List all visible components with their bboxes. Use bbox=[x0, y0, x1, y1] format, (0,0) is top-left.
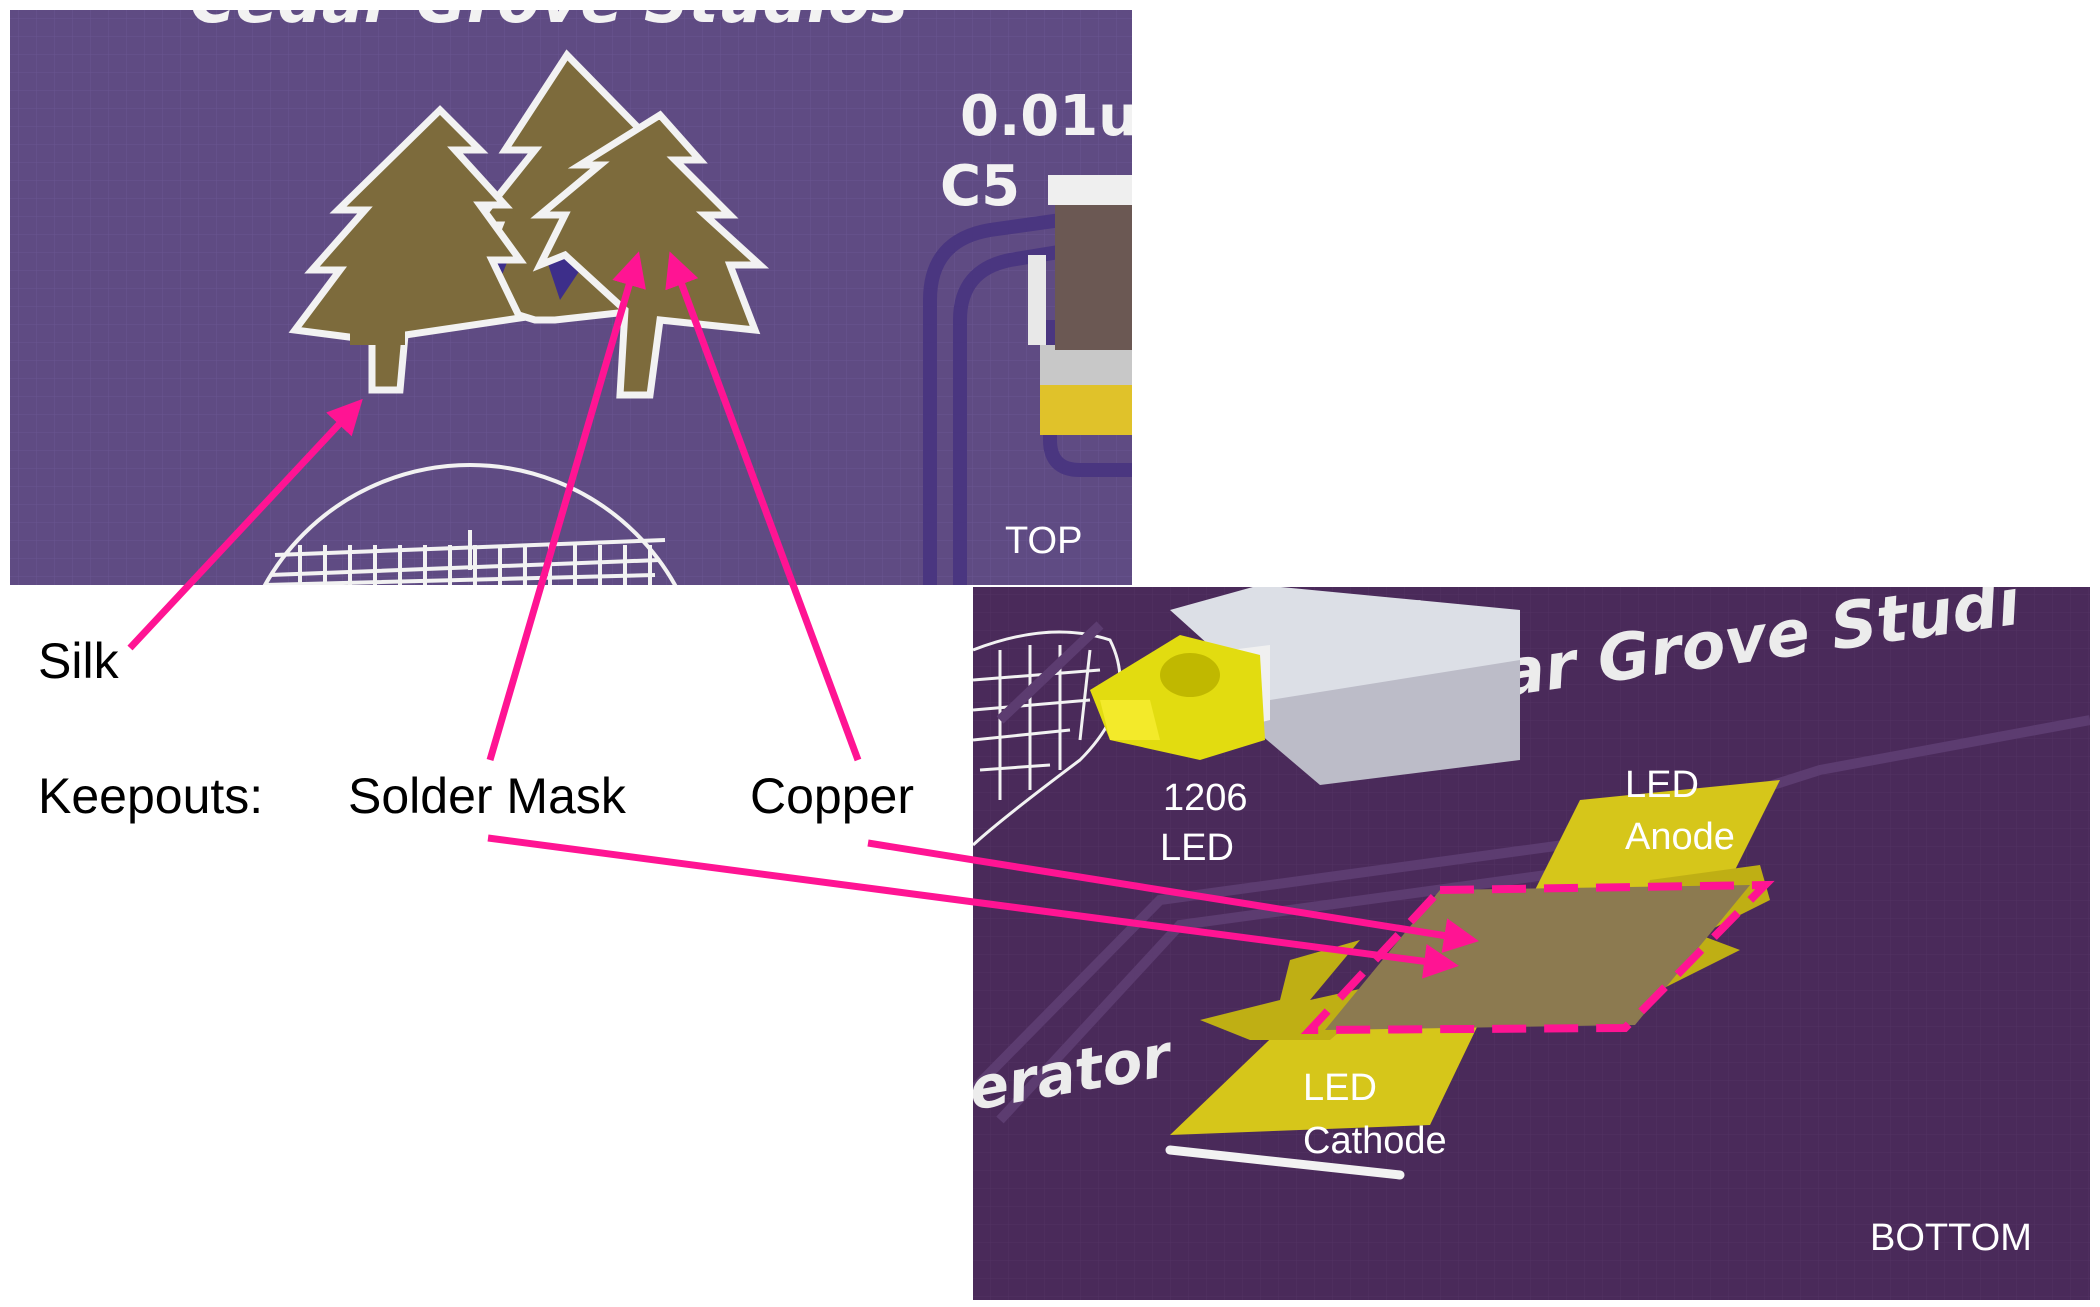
top-view-label: TOP bbox=[1005, 520, 1082, 562]
callout-solder-mask: Solder Mask bbox=[348, 768, 627, 824]
callout-arrows bbox=[127, 251, 1479, 979]
callout-copper: Copper bbox=[750, 768, 914, 824]
arrow-copper-to-keepout bbox=[867, 839, 1479, 953]
led-1206-label-line1: 1206 bbox=[1163, 777, 1248, 819]
callout-keepouts: Keepouts: bbox=[38, 768, 263, 824]
anode-label-line2: Anode bbox=[1625, 816, 1735, 858]
capacitor-value-label: 0.01u bbox=[960, 84, 1138, 149]
anode-label-line1: LED bbox=[1625, 764, 1699, 806]
cathode-label-line2: Cathode bbox=[1303, 1120, 1447, 1162]
keepout-dashed-outline bbox=[1300, 880, 1775, 1035]
led-1206-component bbox=[1090, 587, 1520, 785]
top-header-silk-text: Cedar Grove Studios bbox=[190, 0, 908, 37]
arrow-mask-to-keepout bbox=[487, 834, 1459, 979]
bottom-view-label: BOTTOM bbox=[1870, 1217, 2032, 1259]
round-logo-silk bbox=[262, 463, 678, 585]
capacitor-c5 bbox=[1028, 175, 1132, 435]
led-1206-label-line2: LED bbox=[1160, 827, 1234, 869]
callout-silk: Silk bbox=[38, 633, 120, 689]
cathode-label-line1: LED bbox=[1303, 1067, 1377, 1109]
led-pads bbox=[1170, 780, 1780, 1135]
bottom-silk-bar bbox=[1165, 1145, 1405, 1180]
top-board-panel: Cedar Grove Studios 0.01u C5 bbox=[10, 0, 1138, 585]
tree-left bbox=[288, 105, 527, 394]
cathode-pad bbox=[1170, 1000, 1490, 1135]
arrow-copper-to-tree bbox=[665, 251, 862, 762]
capacitor-ref-label: C5 bbox=[940, 154, 1020, 219]
bottom-board-panel: Cedar Grove Studi erator bbox=[973, 587, 2090, 1300]
top-traces bbox=[923, 203, 1132, 585]
arrow-silk-to-tree bbox=[127, 398, 363, 651]
arrow-mask-to-tree bbox=[486, 251, 646, 761]
tree-right bbox=[530, 110, 770, 399]
